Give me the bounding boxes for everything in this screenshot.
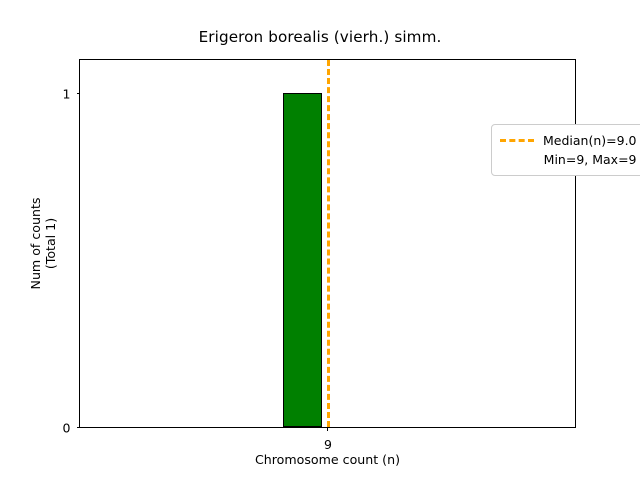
- ytick-mark-1: 1: [63, 87, 80, 102]
- legend-entry-median: Median(n)=9.0: [500, 131, 637, 150]
- plot-axes: 0 1 9 Median(n)=9.0 Min=9, Max=9: [63, 59, 640, 452]
- x-axis-label: Chromosome count (n): [255, 452, 400, 467]
- chart-legend: Median(n)=9.0 Min=9, Max=9: [491, 124, 640, 176]
- legend-label-minmax: Min=9, Max=9: [543, 152, 637, 167]
- median-line: [327, 60, 330, 427]
- legend-label-median: Median(n)=9.0: [543, 133, 637, 148]
- legend-dashed-line-icon: [500, 139, 534, 142]
- plot-area: [80, 60, 575, 427]
- y-axis-label-line2: (Total 1): [43, 217, 59, 270]
- ytick-label-0: 0: [62, 420, 71, 436]
- ytick-label-1: 1: [62, 86, 71, 102]
- ytick-mark-0: 0: [63, 421, 80, 436]
- chart-title: Erigeron borealis (vierh.) simm.: [198, 28, 442, 46]
- xtick-mark-9: 9: [324, 427, 332, 452]
- xtick-label-9: 9: [324, 436, 332, 452]
- y-axis-label: Num of counts (Total 1): [28, 59, 68, 428]
- legend-entry-minmax: Min=9, Max=9: [500, 150, 637, 169]
- histogram-bar-9: [282, 93, 322, 427]
- y-axis-label-line1: Num of counts: [28, 197, 43, 290]
